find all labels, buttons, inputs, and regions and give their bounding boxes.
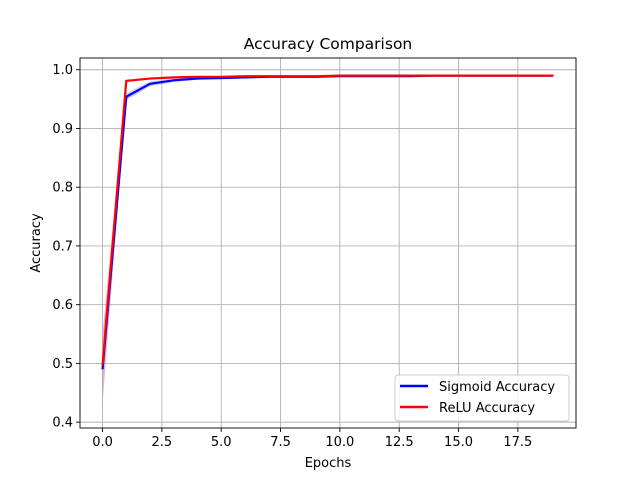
x-tick-label: 10.0 <box>325 435 354 450</box>
x-tick-label: 15.0 <box>444 435 473 450</box>
y-tick-label: 1.0 <box>52 63 73 78</box>
x-axis-ticks: 0.0 2.5 5.0 7.5 10.0 12.5 15.0 17.5 <box>92 428 532 450</box>
y-tick-label: 0.4 <box>52 416 73 431</box>
x-tick-label: 2.5 <box>152 435 173 450</box>
grid-lines <box>80 58 576 428</box>
y-tick-label: 0.5 <box>52 357 73 372</box>
y-tick-label: 0.8 <box>52 181 73 196</box>
legend-label-sigmoid: Sigmoid Accuracy <box>439 380 555 395</box>
x-axis-label: Epochs <box>305 456 352 471</box>
x-tick-label: 12.5 <box>385 435 414 450</box>
legend-box <box>394 374 570 422</box>
x-tick-label: 5.0 <box>211 435 232 450</box>
legend-label-relu: ReLU Accuracy <box>439 401 535 416</box>
plot-frame <box>79 57 577 429</box>
y-tick-label: 0.9 <box>52 122 73 137</box>
x-tick-label: 7.5 <box>270 435 291 450</box>
series-lines <box>101 74 554 370</box>
legend: Sigmoid Accuracy ReLU Accuracy <box>394 374 570 422</box>
relu-accuracy-line <box>101 74 554 366</box>
y-tick-label: 0.6 <box>52 298 73 313</box>
y-tick-label: 0.7 <box>52 239 73 254</box>
x-tick-label: 17.5 <box>503 435 532 450</box>
x-tick-label: 0.0 <box>92 435 113 450</box>
chart-title: Accuracy Comparison <box>244 35 413 53</box>
y-axis-ticks: 0.4 0.5 0.6 0.7 0.8 0.9 1.0 <box>52 63 80 431</box>
y-axis-label: Accuracy <box>29 213 44 273</box>
